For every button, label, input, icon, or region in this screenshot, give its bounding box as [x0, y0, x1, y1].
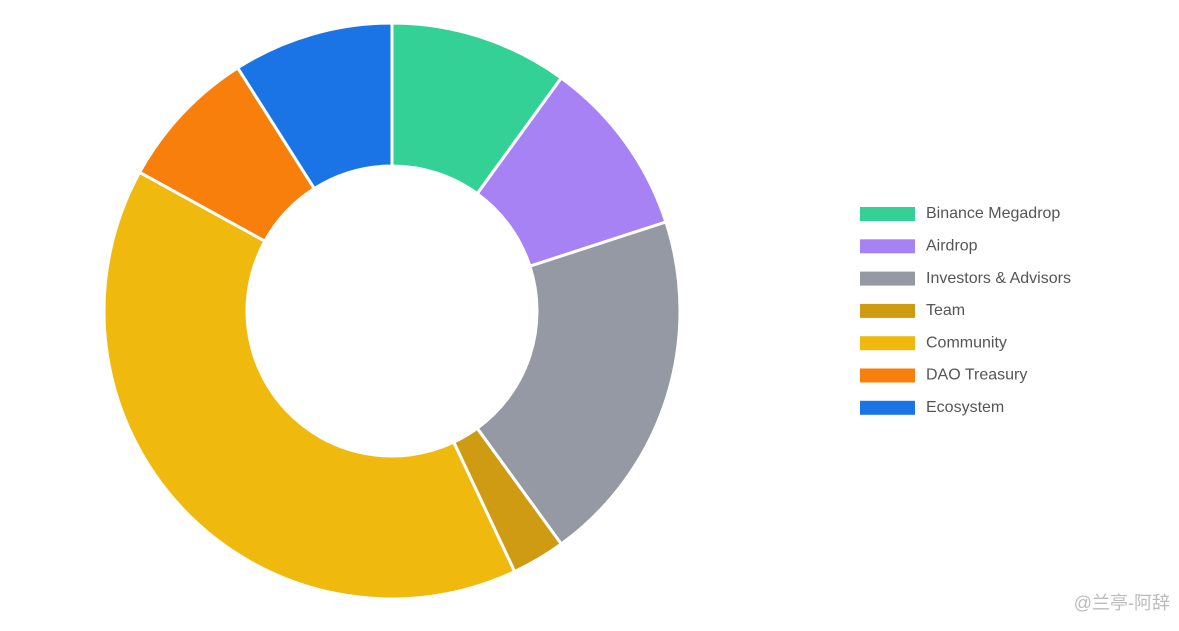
legend-label: Investors & Advisors: [926, 270, 1071, 287]
legend-label: Airdrop: [926, 238, 978, 255]
donut-slice: [235, 21, 394, 191]
legend-swatch: [860, 271, 915, 286]
legend-label: Binance Megadrop: [926, 205, 1060, 222]
legend-label: DAO Treasury: [926, 367, 1027, 384]
donut-slice: [102, 170, 517, 601]
legend-swatch: [860, 303, 915, 318]
legend-swatch: [860, 239, 915, 254]
watermark: @兰亭-阿辞: [1074, 593, 1170, 613]
legend-swatch: [860, 207, 915, 221]
legend-swatch: [860, 400, 915, 415]
legend-label: Ecosystem: [926, 399, 1004, 416]
donut-slice: [475, 220, 682, 547]
legend-swatch: [860, 336, 915, 351]
legend-label: Team: [926, 302, 965, 319]
legend-swatch: [860, 368, 915, 383]
legend-label: Community: [926, 334, 1007, 351]
